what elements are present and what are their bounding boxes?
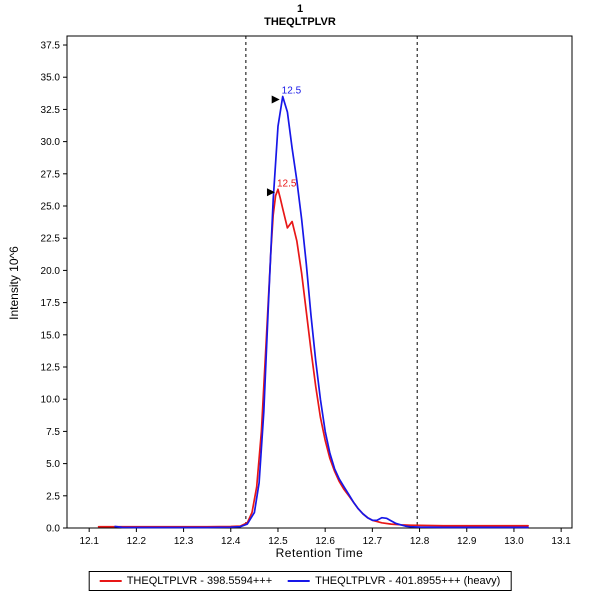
y-tick-label: 5.0: [46, 459, 60, 470]
x-tick-label: 13.1: [551, 536, 571, 547]
x-tick-label: 13.0: [504, 536, 524, 547]
chart-title-line2: THEQLTPLVR: [264, 16, 336, 28]
y-tick-label: 32.5: [41, 105, 61, 116]
legend-label-light: THEQLTPLVR - 398.5594+++: [126, 575, 273, 587]
y-tick-label: 17.5: [41, 298, 61, 309]
peak-pointer-icon: [266, 188, 275, 197]
x-axis-title: Retention Time: [275, 546, 364, 560]
y-tick-label: 15.0: [41, 330, 61, 341]
x-tick-label: 12.8: [410, 536, 430, 547]
legend: THEQLTPLVR - 398.5594+++ THEQLTPLVR - 40…: [88, 571, 512, 591]
x-tick-label: 12.7: [363, 536, 383, 547]
y-tick-label: 25.0: [41, 202, 61, 213]
y-tick-label: 30.0: [41, 137, 61, 148]
legend-line-blue: [288, 580, 311, 582]
peak-pointer-icon: [271, 95, 280, 104]
y-tick-label: 22.5: [41, 234, 61, 245]
x-tick-label: 12.5: [268, 536, 288, 547]
legend-item-heavy: THEQLTPLVR - 401.8955+++ (heavy): [288, 575, 500, 587]
plot-border: [66, 35, 573, 529]
peak-rt-label: 12.5: [277, 178, 297, 189]
x-tick-label: 12.4: [221, 536, 241, 547]
peak-rt-label: 12.5: [282, 86, 302, 97]
series-line: [114, 95, 529, 529]
x-tick-label: 12.6: [315, 536, 335, 547]
legend-line-red: [99, 580, 122, 582]
x-tick-label: 12.9: [457, 536, 477, 547]
y-tick-label: 27.5: [41, 169, 61, 180]
chart-title: 1 THEQLTPLVR: [0, 3, 600, 29]
x-tick-label: 12.2: [127, 536, 147, 547]
y-tick-label: 20.0: [41, 266, 61, 277]
y-tick-label: 7.5: [46, 427, 60, 438]
y-tick-label: 2.5: [46, 491, 60, 502]
y-tick-label: 35.0: [41, 73, 61, 84]
x-tick-label: 12.3: [174, 536, 194, 547]
series-line: [97, 188, 529, 528]
y-tick-label: 12.5: [41, 363, 61, 374]
legend-item-light: THEQLTPLVR - 398.5594+++: [99, 575, 273, 587]
chart-title-line1: 1: [296, 3, 304, 15]
y-tick-label: 37.5: [41, 41, 61, 52]
x-tick-label: 12.1: [79, 536, 99, 547]
y-tick-label: 0.0: [46, 524, 60, 535]
y-tick-label: 10.0: [41, 395, 61, 406]
legend-label-heavy: THEQLTPLVR - 401.8955+++ (heavy): [315, 575, 501, 587]
